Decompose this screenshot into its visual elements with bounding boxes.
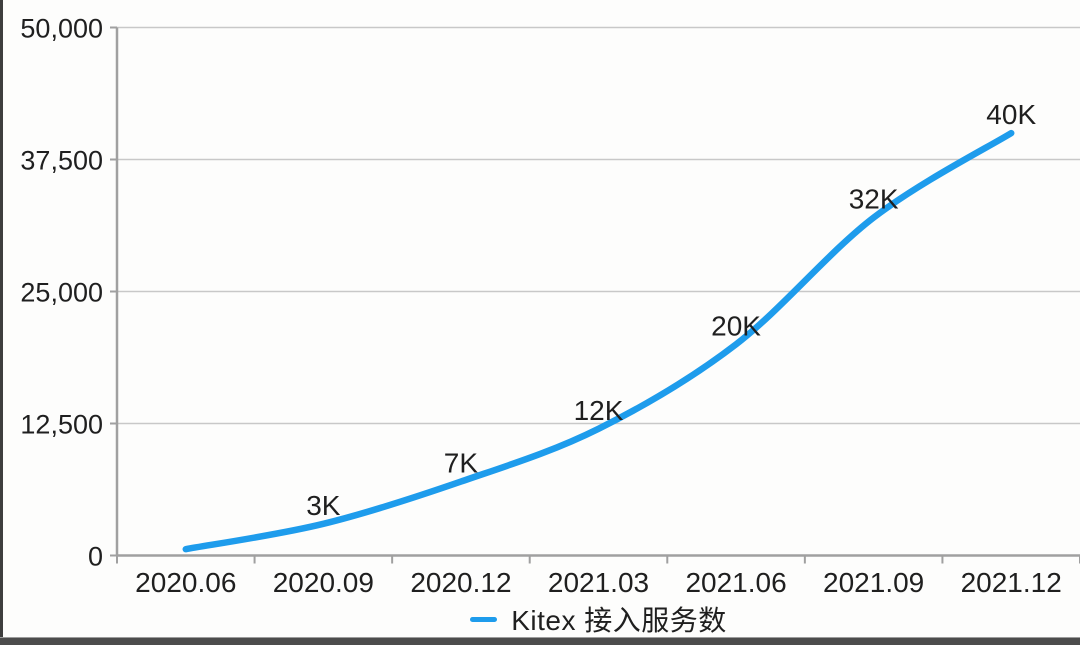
x-tick-label: 2020.06 bbox=[135, 567, 236, 598]
x-tick-label: 2020.12 bbox=[410, 567, 511, 598]
data-point-label: 7K bbox=[444, 448, 479, 479]
data-point-label: 40K bbox=[986, 99, 1036, 130]
frame-bottom-edge bbox=[0, 637, 1080, 645]
x-tick-label: 2021.09 bbox=[823, 567, 924, 598]
y-tick-label: 12,500 bbox=[20, 410, 103, 440]
data-point-label: 12K bbox=[574, 395, 624, 426]
x-tick-label: 2021.06 bbox=[685, 567, 786, 598]
legend-line-marker-icon bbox=[470, 616, 498, 622]
data-point-label: 3K bbox=[306, 490, 341, 521]
x-tick-label: 2020.09 bbox=[273, 567, 374, 598]
data-point-label: 32K bbox=[849, 184, 899, 215]
x-tick-label: 2021.03 bbox=[548, 567, 649, 598]
y-tick-label: 37,500 bbox=[20, 146, 103, 176]
y-tick-label: 50,000 bbox=[20, 14, 103, 44]
frame-left-edge bbox=[0, 0, 3, 645]
legend: Kitex 接入服务数 bbox=[117, 601, 1080, 637]
legend-label: Kitex 接入服务数 bbox=[511, 605, 727, 636]
data-point-label: 20K bbox=[711, 310, 761, 341]
series-line bbox=[182, 129, 1015, 553]
y-tick-label: 25,000 bbox=[20, 278, 103, 308]
y-tick-label: 0 bbox=[88, 542, 103, 572]
x-tick-label: 2021.12 bbox=[961, 567, 1062, 598]
